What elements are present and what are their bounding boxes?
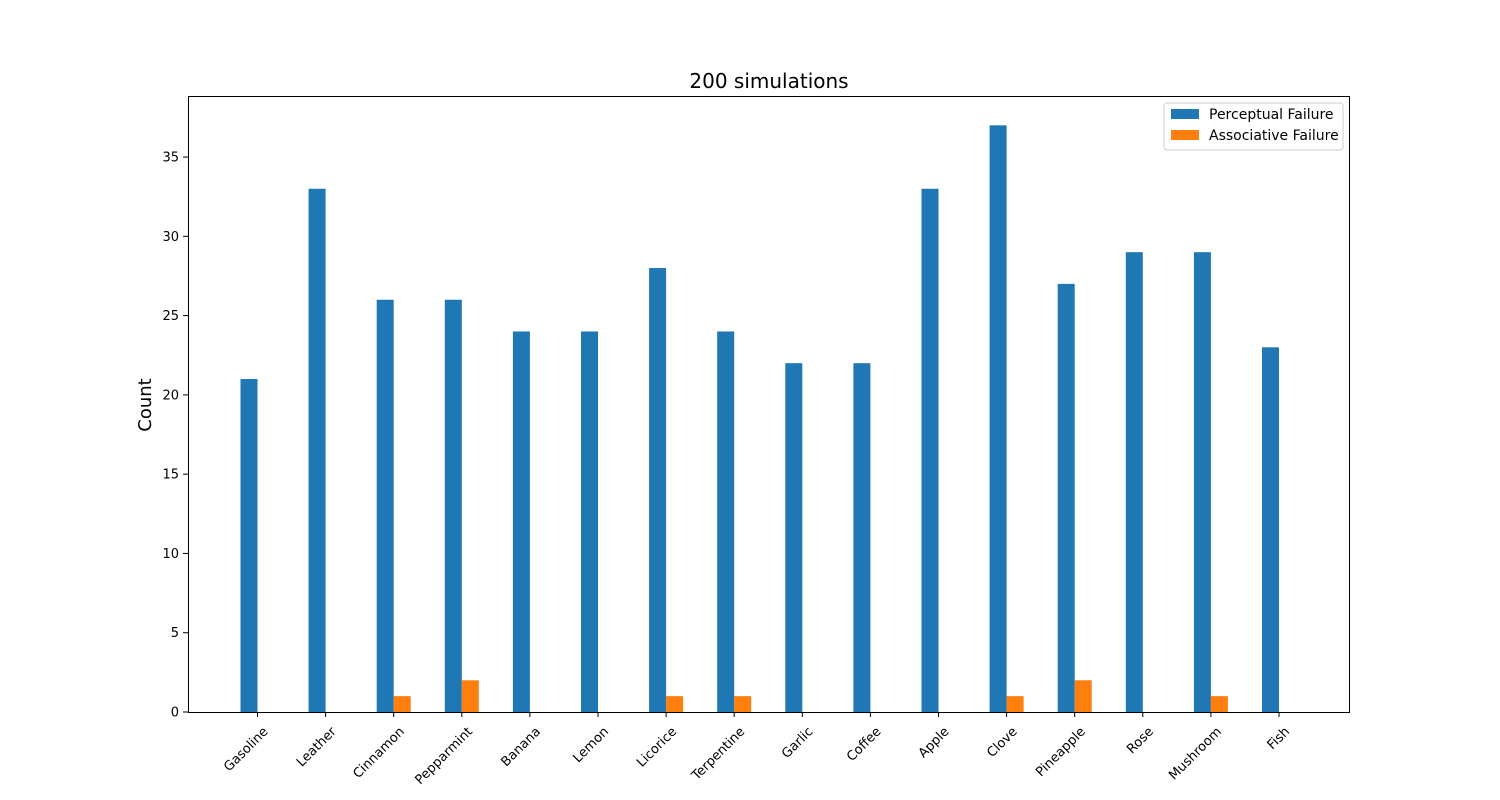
legend-swatch-associative bbox=[1171, 130, 1199, 140]
bars-group bbox=[240, 125, 1279, 713]
y-axis-label: Count bbox=[135, 378, 156, 431]
bar-associative-failure-mushroom bbox=[1210, 696, 1228, 712]
bar-associative-failure-pineapple bbox=[1074, 680, 1092, 712]
bar-associative-failure-pepparmint bbox=[461, 680, 479, 712]
y-tick-label-0: 0 bbox=[171, 706, 179, 721]
bar-perceptual-failure-leather bbox=[308, 188, 326, 712]
legend-frame bbox=[1163, 102, 1344, 151]
bar-perceptual-failure-garlic bbox=[785, 363, 803, 712]
bar-perceptual-failure-mushroom bbox=[1193, 252, 1211, 712]
legend-label-perceptual: Perceptual Failure bbox=[1209, 107, 1334, 123]
y-tick-label-30: 30 bbox=[162, 230, 179, 245]
bar-perceptual-failure-rose bbox=[1125, 252, 1143, 712]
bar-associative-failure-clove bbox=[1006, 696, 1024, 712]
y-tick-label-15: 15 bbox=[162, 468, 179, 483]
bar-perceptual-failure-pineapple bbox=[1057, 283, 1075, 712]
bar-perceptual-failure-clove bbox=[989, 125, 1007, 713]
bar-perceptual-failure-gasoline bbox=[240, 379, 258, 712]
legend: Perceptual Failure Associative Failure bbox=[1163, 102, 1344, 151]
bar-perceptual-failure-cinnamon bbox=[376, 299, 394, 712]
bar-perceptual-failure-fish bbox=[1262, 347, 1279, 712]
legend-swatch-perceptual bbox=[1171, 109, 1199, 119]
legend-label-associative: Associative Failure bbox=[1209, 128, 1339, 144]
bar-perceptual-failure-apple bbox=[921, 188, 939, 712]
bar-perceptual-failure-pepparmint bbox=[444, 299, 462, 712]
bar-perceptual-failure-terpentine bbox=[717, 331, 735, 712]
bar-associative-failure-licorice bbox=[666, 696, 684, 712]
bar-perceptual-failure-coffee bbox=[853, 363, 871, 712]
y-tick-label-10: 10 bbox=[162, 547, 179, 562]
y-tick-label-25: 25 bbox=[162, 309, 179, 324]
plot-area-frame bbox=[188, 96, 1350, 713]
bar-associative-failure-terpentine bbox=[734, 696, 752, 712]
bar-associative-failure-cinnamon bbox=[393, 696, 411, 712]
bar-perceptual-failure-lemon bbox=[581, 331, 598, 712]
y-tick-label-35: 35 bbox=[162, 151, 179, 166]
y-tick-label-5: 5 bbox=[171, 626, 179, 641]
y-axis-ticks: 0 5 10 15 20 25 30 35 bbox=[162, 151, 188, 721]
bar-perceptual-failure-licorice bbox=[649, 268, 667, 712]
y-tick-label-20: 20 bbox=[162, 388, 179, 403]
chart-title: 200 simulations bbox=[689, 69, 848, 93]
bar-perceptual-failure-banana bbox=[512, 331, 530, 712]
